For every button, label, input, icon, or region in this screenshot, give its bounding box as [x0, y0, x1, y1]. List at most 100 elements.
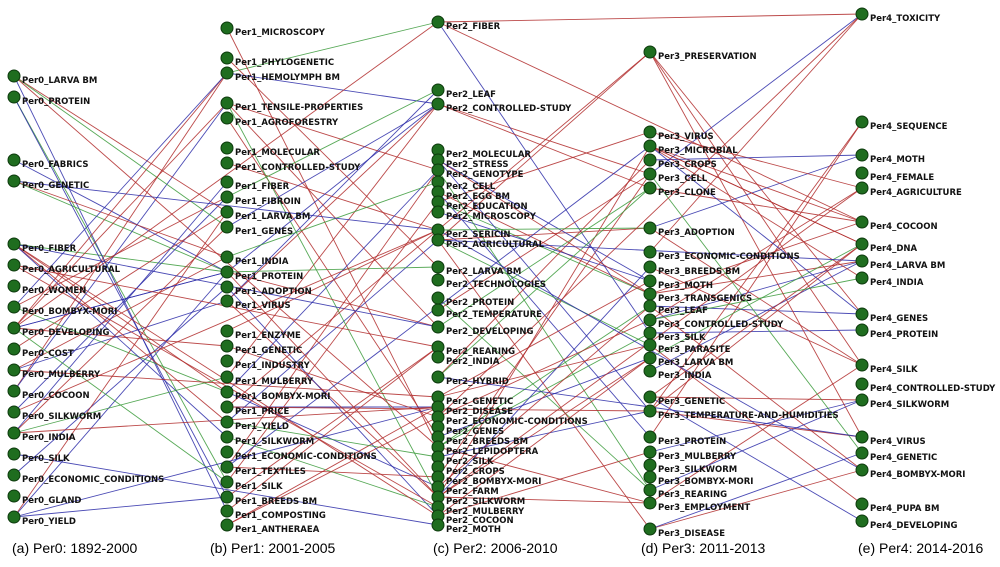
node-dot[interactable] [220, 518, 234, 532]
node-dot[interactable] [7, 153, 21, 167]
topic-node[interactable]: Per2_FARM [431, 480, 499, 497]
node-dot[interactable] [855, 237, 869, 251]
topic-node[interactable]: Per0_GLAND [7, 489, 82, 506]
node-dot[interactable] [220, 324, 234, 338]
topic-node[interactable]: Per0_COCOON [7, 384, 90, 401]
topic-node[interactable]: Per4_VIRUS [855, 430, 926, 447]
topic-node[interactable]: Per1_PROTEIN [220, 265, 303, 282]
node-dot[interactable] [643, 445, 657, 459]
node-dot[interactable] [643, 338, 657, 352]
node-dot[interactable] [220, 96, 234, 110]
node-dot[interactable] [431, 303, 445, 317]
topic-node[interactable]: Per0_AGRICULTURAL [7, 258, 121, 275]
node-dot[interactable] [7, 90, 21, 104]
topic-node[interactable]: Per3_EMPLOYMENT [643, 496, 750, 513]
topic-node[interactable]: Per1_YIELD [220, 415, 289, 432]
topic-node[interactable]: Per0_PROTEIN [7, 90, 90, 107]
node-dot[interactable] [7, 468, 21, 482]
node-dot[interactable] [643, 45, 657, 59]
topic-node[interactable]: Per4_SILK [855, 358, 918, 375]
node-dot[interactable] [643, 274, 657, 288]
node-dot[interactable] [643, 299, 657, 313]
node-dot[interactable] [643, 496, 657, 510]
topic-node[interactable]: Per3_TEMPERATURE-AND-HUMIDITIES [643, 404, 839, 421]
topic-node[interactable]: Per1_HEMOLYMPH BM [220, 66, 340, 83]
topic-node[interactable]: Per4_DEVELOPING [855, 514, 957, 531]
topic-node[interactable]: Per1_SILKWORM [220, 430, 314, 447]
topic-node[interactable]: Per4_AGRICULTURE [855, 181, 962, 198]
node-dot[interactable] [220, 460, 234, 474]
topic-node[interactable]: Per1_MOLECULAR [220, 141, 320, 158]
topic-node[interactable]: Per1_AGROFORESTRY [220, 111, 339, 128]
topic-node[interactable]: Per1_BOMBYX-MORI [220, 385, 330, 402]
topic-node[interactable]: Per1_COMPOSTING [220, 504, 326, 521]
node-dot[interactable] [855, 271, 869, 285]
topic-node[interactable]: Per0_DEVELOPING [7, 321, 109, 338]
node-dot[interactable] [431, 15, 445, 29]
node-dot[interactable] [220, 430, 234, 444]
topic-node[interactable]: Per0_YIELD [7, 510, 76, 527]
topic-node[interactable]: Per4_MOTH [855, 148, 925, 165]
node-dot[interactable] [431, 260, 445, 274]
node-dot[interactable] [643, 430, 657, 444]
topic-node[interactable]: Per2_REARING [431, 340, 515, 357]
topic-node[interactable]: Per2_LARVA BM [431, 260, 521, 277]
topic-node[interactable]: Per2_MICROSCOPY [431, 205, 537, 222]
node-dot[interactable] [643, 351, 657, 365]
node-dot[interactable] [643, 404, 657, 418]
topic-node[interactable]: Per2_FIBER [431, 15, 501, 32]
node-dot[interactable] [220, 141, 234, 155]
node-dot[interactable] [643, 313, 657, 327]
node-dot[interactable] [855, 181, 869, 195]
topic-node[interactable]: Per1_ANTHERAEA [220, 518, 320, 535]
node-dot[interactable] [855, 497, 869, 511]
node-dot[interactable] [431, 320, 445, 334]
node-dot[interactable] [643, 483, 657, 497]
node-dot[interactable] [220, 205, 234, 219]
node-dot[interactable] [643, 125, 657, 139]
node-dot[interactable] [855, 323, 869, 337]
node-dot[interactable] [855, 7, 869, 21]
node-dot[interactable] [431, 97, 445, 111]
topic-node[interactable]: Per1_TENSILE-PROPERTIES [220, 96, 363, 113]
node-dot[interactable] [7, 69, 21, 83]
topic-node[interactable]: Per1_MICROSCOPY [220, 21, 326, 38]
topic-node[interactable]: Per1_FIBROIN [220, 190, 301, 207]
topic-node[interactable]: Per3_INDIA [643, 364, 712, 381]
topic-node[interactable]: Per4_INDIA [855, 271, 924, 288]
topic-node[interactable]: Per3_CONTROLLED-STUDY [643, 313, 784, 330]
node-dot[interactable] [855, 430, 869, 444]
node-dot[interactable] [643, 139, 657, 153]
node-dot[interactable] [855, 307, 869, 321]
node-dot[interactable] [220, 475, 234, 489]
topic-node[interactable]: Per3_MICROBIAL [643, 139, 738, 156]
node-dot[interactable] [643, 364, 657, 378]
topic-node[interactable]: Per3_DISEASE [643, 522, 725, 539]
topic-node[interactable]: Per3_PRESERVATION [643, 45, 757, 62]
topic-node[interactable]: Per3_CROPS [643, 153, 717, 170]
node-dot[interactable] [643, 221, 657, 235]
topic-node[interactable]: Per3_ECONOMIC-CONDITIONS [643, 245, 800, 262]
topic-node[interactable]: Per4_SEQUENCE [855, 115, 948, 132]
topic-node[interactable]: Per1_MULBERRY [220, 370, 314, 387]
node-dot[interactable] [855, 358, 869, 372]
node-dot[interactable] [431, 233, 445, 247]
topic-node[interactable]: Per3_LEAF [643, 299, 708, 316]
topic-node[interactable]: Per2_BREEDS BM [431, 430, 528, 447]
node-dot[interactable] [855, 463, 869, 477]
node-dot[interactable] [643, 167, 657, 181]
topic-node[interactable]: Per2_AGRICULTURAL [431, 233, 545, 250]
topic-node[interactable]: Per2_MOTH [431, 518, 501, 535]
node-dot[interactable] [855, 166, 869, 180]
node-dot[interactable] [220, 385, 234, 399]
topic-node[interactable]: Per0_ECONOMIC_CONDITIONS [7, 468, 164, 485]
node-dot[interactable] [7, 510, 21, 524]
topic-node[interactable]: Per4_COCOON [855, 215, 938, 232]
node-dot[interactable] [643, 326, 657, 340]
topic-node[interactable]: Per3_PROTEIN [643, 430, 726, 447]
node-dot[interactable] [643, 260, 657, 274]
topic-node[interactable]: Per4_PROTEIN [855, 323, 938, 340]
node-dot[interactable] [643, 522, 657, 536]
topic-node[interactable]: Per0_SILKWORM [7, 405, 101, 422]
node-dot[interactable] [220, 265, 234, 279]
